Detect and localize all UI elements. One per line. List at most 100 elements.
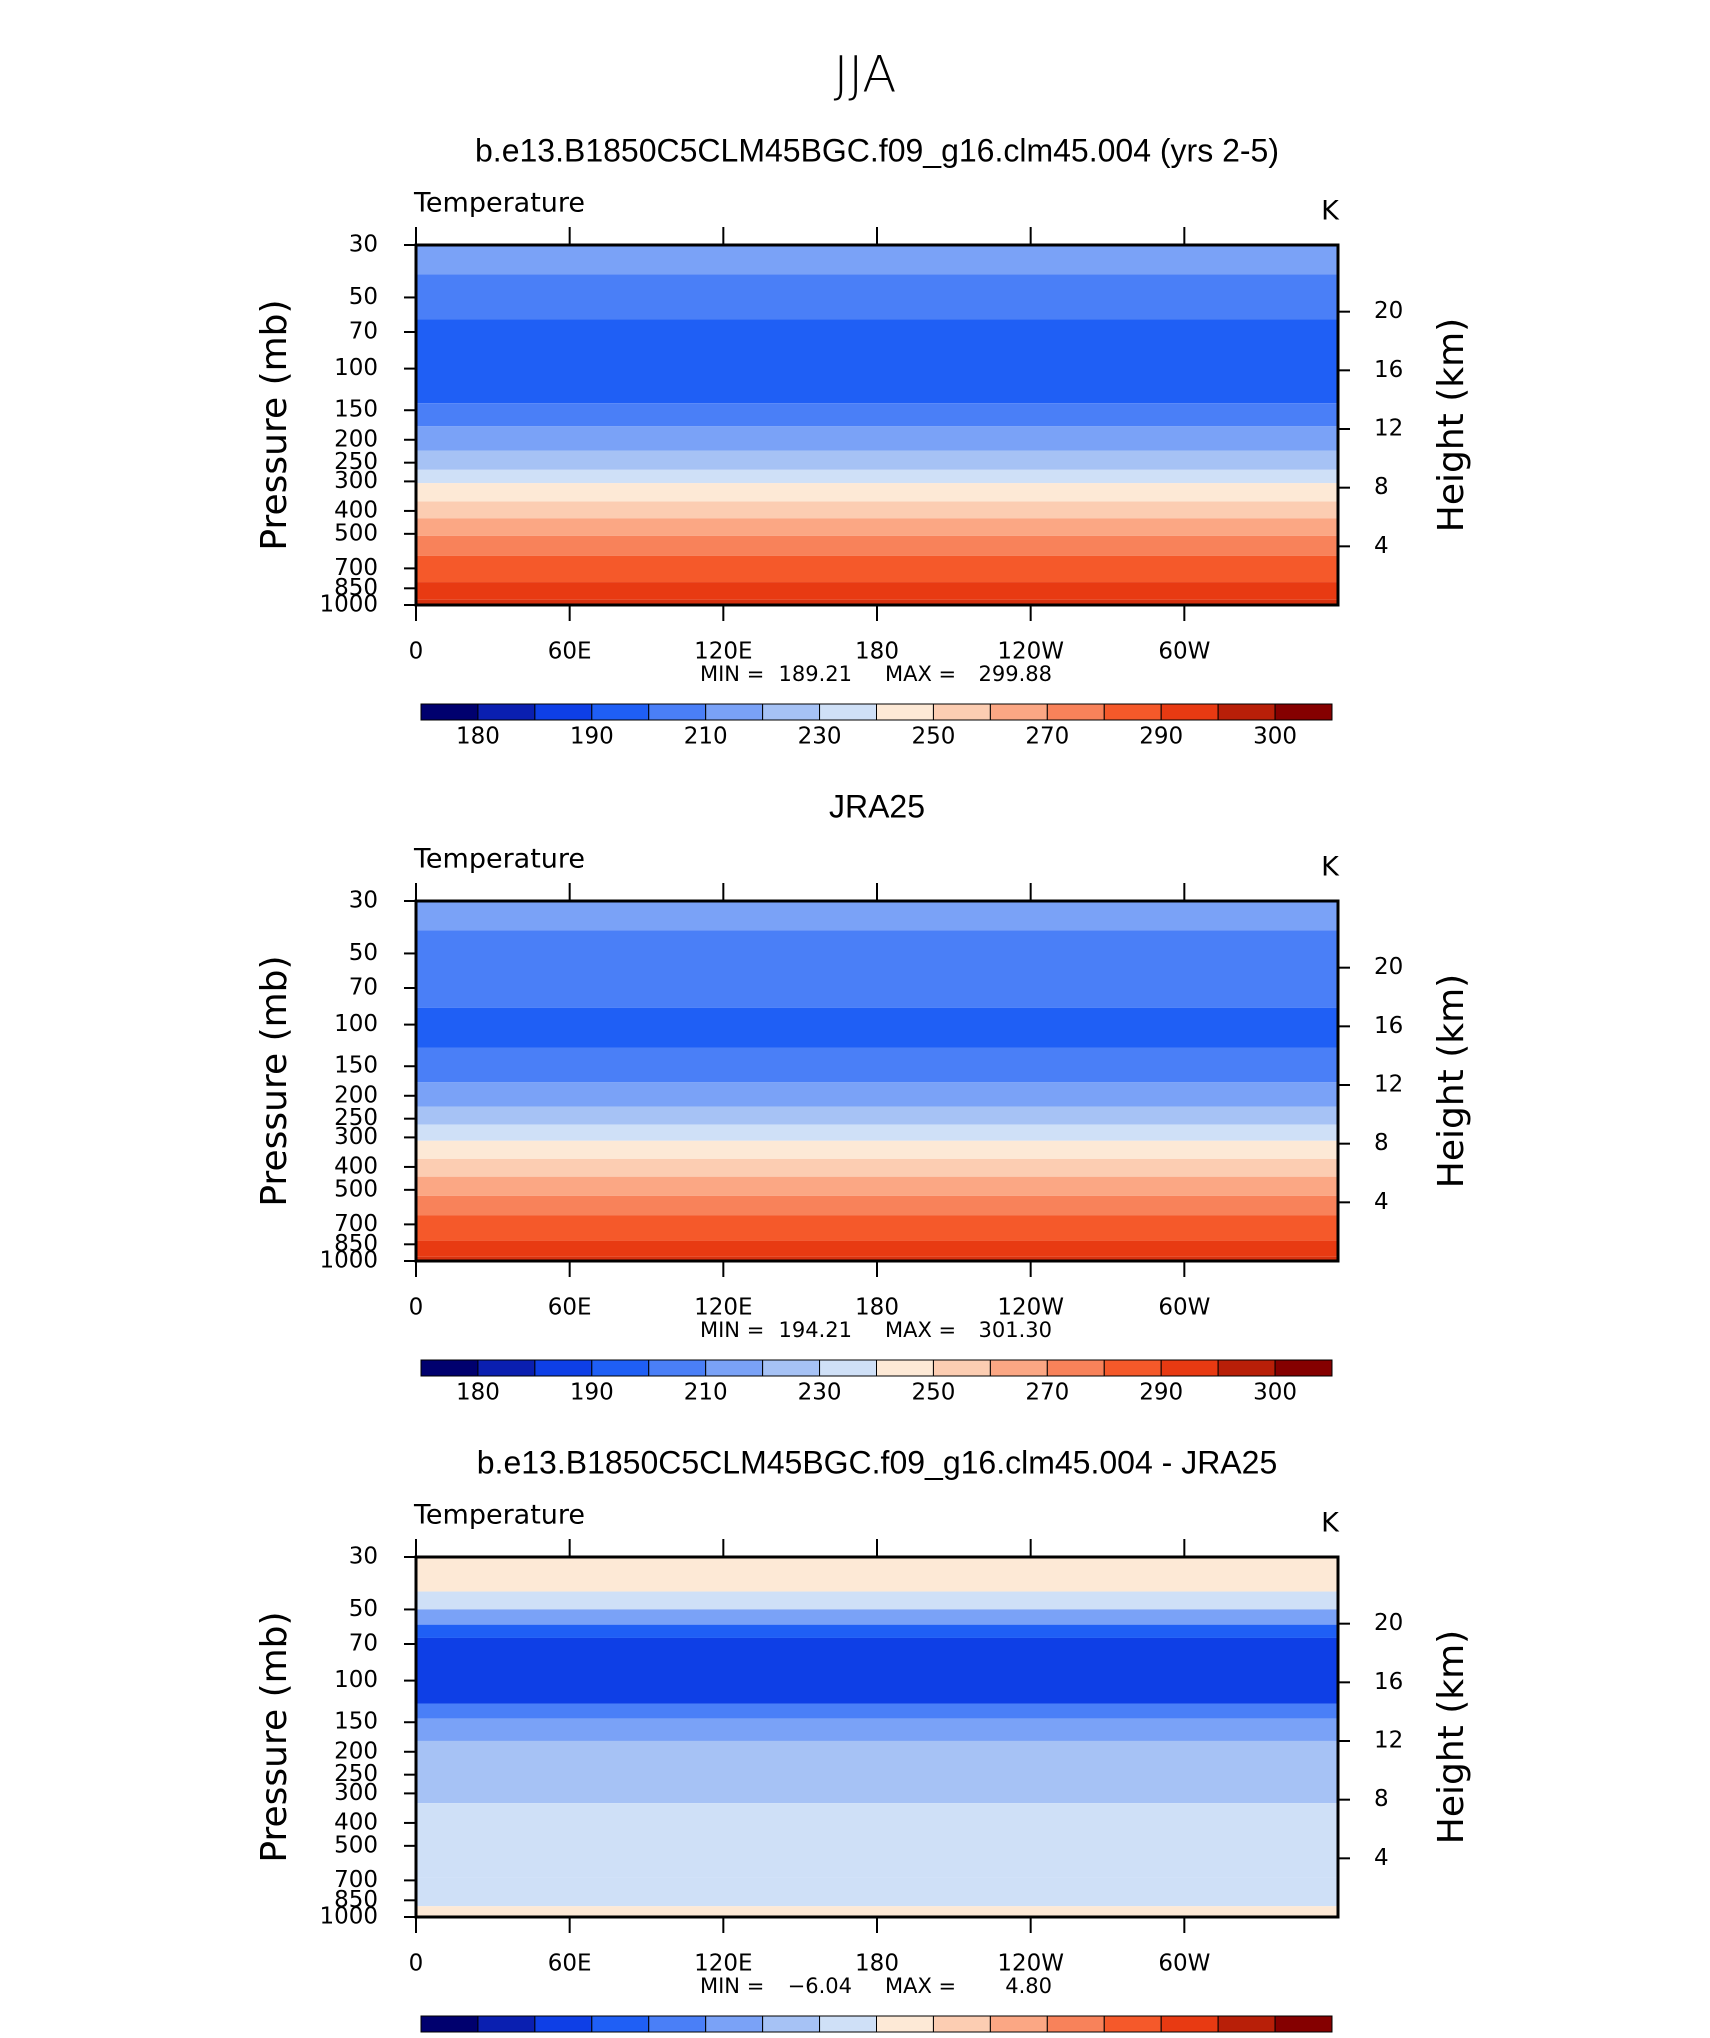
colorbar-label: 0 [869,2036,884,2038]
y2-axis-title: Height (km) [1431,318,1472,532]
max-value: 4.80 [1005,1974,1052,1998]
x-tick-label: 0 [409,1295,424,1321]
contour-band [416,1047,1338,1083]
y-tick-label: 50 [349,940,378,966]
contour-band [416,1637,1338,1704]
colorbar-box [932,703,991,721]
colorbar-box [648,1359,707,1377]
min-label: MIN = [700,1318,764,1342]
y2-tick-label: 8 [1374,1786,1389,1812]
colorbar-label: -3 [694,2036,717,2038]
colorbar-label: -7 [523,2036,546,2038]
colorbar-box [932,1359,991,1377]
y-tick-label: 250 [334,449,378,475]
colorbar-box [1274,1359,1333,1377]
min-label: MIN = [700,1974,764,1998]
colorbar-label: 270 [1025,724,1069,750]
contour-band [416,1007,1338,1048]
colorbar-box [420,703,479,721]
contour-band [416,555,1338,583]
contour-band [416,535,1338,556]
figure-title: JJA [834,46,897,104]
x-tick-label: 60E [548,1951,592,1977]
x-tick-label: 120W [997,1951,1064,1977]
x-tick-label: 60E [548,1295,592,1321]
colorbar-box [648,2015,707,2033]
colorbar-label: 250 [911,1380,955,1406]
contour-band [416,582,1338,600]
contour-band [416,1140,1338,1159]
max-label: MAX = [885,662,956,686]
colorbar-box [534,703,593,721]
y-tick-label: 500 [334,1176,378,1202]
y-tick-label: 50 [349,284,378,310]
y-tick-label: 70 [349,1630,378,1656]
y-tick-label: 150 [334,397,378,423]
contour-band [416,1256,1338,1261]
colorbar-box [648,703,707,721]
contour-band [416,1557,1338,1592]
y-tick-label: 700 [334,555,378,581]
colorbar-box [477,1359,536,1377]
colorbar-box [1217,2015,1276,2033]
y-tick-label: 200 [334,426,378,452]
colorbar-box [1217,703,1276,721]
x-tick-label: 60E [548,639,592,665]
colorbar-label: 3 [1040,2036,1055,2038]
y-tick-label: 30 [349,888,378,914]
colorbar-box [876,1359,934,1377]
colorbar-box [819,703,877,721]
contour-band [416,1195,1338,1216]
colorbar-box [591,1359,650,1377]
colorbar-box [534,2015,593,2033]
x-tick-label: 120W [997,639,1064,665]
contour-band [416,1215,1338,1241]
colorbar-box [1046,703,1105,721]
contour-band [416,1106,1338,1125]
colorbar-label: 300 [1253,724,1297,750]
colorbar-box [819,1359,877,1377]
colorbar-box [762,2015,821,2033]
colorbar-label: -1 [808,2036,831,2038]
y-tick-label: 500 [334,520,378,546]
y-tick-label: 1000 [319,1904,378,1930]
x-tick-label: 120E [694,639,752,665]
x-tick-label: 180 [855,639,899,665]
contour-band [416,501,1338,519]
y-tick-label: 100 [334,1011,378,1037]
y2-tick-label: 4 [1374,1845,1389,1871]
x-tick-label: 120E [694,1295,752,1321]
y-tick-label: 200 [334,1738,378,1764]
contour-band [416,274,1338,320]
contour-band [416,1158,1338,1177]
colorbar-box [762,703,821,721]
y2-tick-label: 12 [1374,1072,1403,1098]
y-tick-label: 500 [334,1832,378,1858]
panel-title: b.e13.B1850C5CLM45BGC.f09_g16.clm45.004 … [477,1444,1277,1480]
y-tick-label: 1000 [319,592,378,618]
panel-title: JRA25 [829,788,925,824]
y-tick-label: 700 [334,1211,378,1237]
colorbar-box [876,2015,934,2033]
colorbar-box [1046,1359,1105,1377]
y-tick-label: 150 [334,1709,378,1735]
y-tick-label: 100 [334,355,378,381]
colorbar-label: 230 [798,1380,842,1406]
x-tick-label: 0 [409,639,424,665]
colorbar-label: 210 [684,1380,728,1406]
max-label: MAX = [885,1318,956,1342]
colorbar-label: 190 [570,1380,614,1406]
contour-band [416,245,1338,275]
colorbar-box [1217,1359,1276,1377]
colorbar-box [989,1359,1048,1377]
contour-band [416,426,1338,451]
colorbar-label: -4 [637,2036,660,2038]
colorbar-label: -2 [751,2036,774,2038]
contour-band [416,1176,1338,1196]
y-tick-label: 300 [334,468,378,494]
units-label: K [1321,196,1340,227]
y-tick-label: 250 [334,1761,378,1787]
x-tick-label: 120E [694,1951,752,1977]
colorbar-box [705,2015,764,2033]
